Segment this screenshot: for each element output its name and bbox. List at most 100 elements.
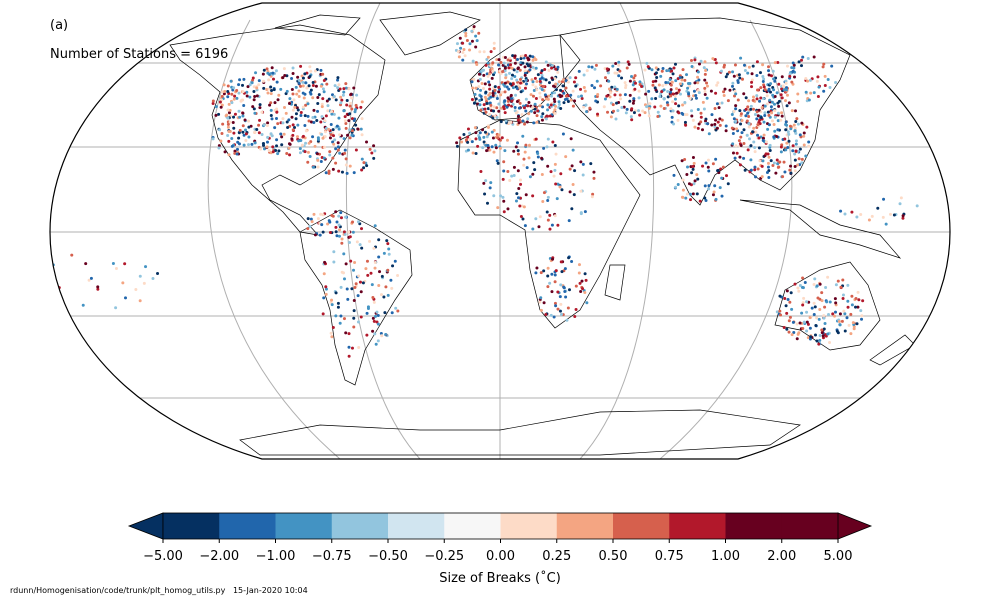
station-marker — [359, 315, 363, 319]
station-marker — [472, 77, 476, 81]
station-marker — [370, 283, 374, 287]
station-marker — [468, 42, 472, 46]
station-marker — [553, 143, 557, 147]
station-marker — [527, 143, 531, 147]
station-marker — [223, 150, 227, 154]
station-marker — [269, 108, 273, 112]
station-marker — [479, 170, 483, 174]
station-marker — [548, 227, 552, 231]
station-marker — [340, 170, 344, 174]
station-marker — [356, 294, 360, 298]
station-marker — [342, 317, 346, 321]
station-marker — [287, 142, 291, 146]
station-marker — [495, 159, 499, 163]
station-marker — [785, 123, 789, 127]
station-marker — [297, 89, 301, 93]
station-marker — [287, 146, 291, 150]
station-marker — [785, 311, 789, 315]
station-marker — [336, 78, 340, 82]
station-marker — [662, 97, 666, 101]
station-marker — [241, 90, 245, 94]
station-marker — [668, 77, 672, 81]
station-marker — [761, 97, 765, 101]
station-marker — [513, 106, 517, 110]
station-marker — [767, 113, 771, 117]
station-marker — [765, 94, 769, 98]
station-marker — [306, 150, 310, 154]
station-marker — [259, 147, 263, 151]
station-marker — [619, 97, 623, 101]
station-marker — [713, 58, 717, 62]
station-marker — [761, 79, 765, 83]
station-marker — [526, 117, 530, 121]
station-marker — [573, 315, 577, 319]
station-marker — [265, 140, 269, 144]
station-marker — [769, 74, 773, 78]
station-marker — [343, 119, 347, 123]
station-marker — [690, 114, 694, 118]
station-marker — [282, 105, 286, 109]
station-marker — [311, 83, 315, 87]
station-marker — [716, 169, 720, 173]
station-marker — [354, 282, 358, 286]
station-marker — [578, 281, 582, 285]
station-marker — [763, 114, 767, 118]
station-marker — [515, 99, 519, 103]
station-marker — [269, 101, 273, 105]
station-marker — [496, 206, 500, 210]
station-marker — [121, 281, 125, 285]
station-marker — [564, 94, 568, 98]
station-marker — [562, 78, 566, 82]
station-marker — [373, 260, 377, 264]
station-marker — [520, 113, 524, 117]
station-marker — [514, 199, 518, 203]
station-marker — [217, 146, 221, 150]
station-marker — [734, 144, 738, 148]
station-marker — [347, 332, 351, 336]
station-marker — [569, 98, 573, 102]
station-marker — [266, 91, 270, 95]
station-marker — [855, 215, 859, 219]
station-marker — [859, 309, 863, 313]
station-marker — [756, 167, 760, 171]
station-marker — [487, 80, 491, 84]
station-marker — [321, 97, 325, 101]
station-marker — [742, 92, 746, 96]
station-marker — [553, 108, 557, 112]
station-marker — [809, 91, 813, 95]
station-marker — [226, 134, 230, 138]
station-marker — [253, 94, 257, 98]
station-marker — [624, 86, 628, 90]
station-marker — [294, 117, 298, 121]
station-marker — [784, 79, 788, 83]
station-marker — [747, 125, 751, 129]
station-marker — [524, 97, 528, 101]
station-marker — [334, 210, 338, 214]
station-marker — [331, 167, 335, 171]
station-marker — [515, 70, 519, 74]
station-marker — [697, 62, 701, 66]
station-marker — [250, 142, 254, 146]
station-marker — [779, 313, 783, 317]
colorbar-tick-label: 1.00 — [711, 549, 740, 564]
station-marker — [505, 85, 509, 89]
station-marker — [516, 152, 520, 156]
station-marker — [512, 68, 516, 72]
station-marker — [330, 213, 334, 217]
station-marker — [764, 152, 768, 156]
station-marker — [771, 93, 775, 97]
station-marker — [296, 123, 300, 127]
station-marker — [767, 73, 771, 77]
station-marker — [543, 67, 547, 71]
station-marker — [482, 135, 486, 139]
station-marker — [534, 66, 538, 70]
station-marker — [497, 102, 501, 106]
station-marker — [324, 287, 328, 291]
station-marker — [755, 60, 759, 64]
station-marker — [766, 127, 770, 131]
station-marker — [235, 88, 239, 92]
station-marker — [694, 96, 698, 100]
station-marker — [659, 74, 663, 78]
station-marker — [96, 287, 100, 291]
